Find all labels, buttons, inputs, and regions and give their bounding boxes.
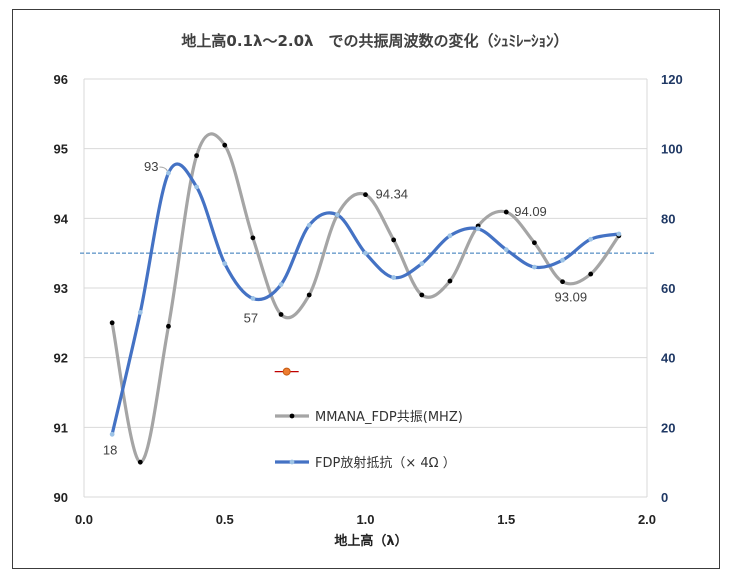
y-left-tick-label: 90 [54, 490, 68, 505]
y-right-tick-label: 40 [661, 351, 675, 366]
series-1-point [391, 275, 397, 280]
y-right-tick-label: 0 [661, 490, 668, 505]
y-right-tick-label: 120 [661, 72, 683, 87]
x-axis-label: 地上高（λ） [334, 533, 407, 549]
series-0-point [391, 237, 397, 243]
y-left-tick-label: 92 [54, 351, 68, 366]
data-label-leader [159, 166, 168, 172]
y-left-tick-label: 96 [54, 72, 68, 87]
legend-swatch-marker [289, 413, 295, 419]
data-label: 57 [244, 310, 258, 325]
stray-marker-point [282, 367, 291, 376]
legend-swatch-marker [289, 459, 295, 465]
chart-frame: 地上高0.1λ～2.0λ での共振周波数の変化（ｼｭﾐﾚｰｼｮﾝ） 90 91 92… [12, 9, 720, 569]
series-1-point [137, 309, 143, 315]
stray-marker-group [274, 367, 299, 376]
chart-title: 地上高0.1λ～2.0λ での共振周波数の変化（ｼｭﾐﾚｰｼｮﾝ） [181, 32, 568, 50]
series-0-point [137, 459, 143, 465]
series-0-point [532, 240, 537, 246]
series-1-point [222, 261, 228, 267]
x-tick-label: 0.0 [75, 512, 93, 527]
series-1-point [250, 296, 256, 301]
y-left-tick-label: 94 [54, 211, 69, 226]
axis-ticks: 90 91 92 93 94 95 96 0 20 40 60 80 100 120 0.0 0.5 1.0 1.… [54, 72, 683, 527]
series-0-point [363, 192, 368, 198]
y-left-tick-label: 93 [54, 281, 68, 296]
x-tick-label: 1.5 [497, 512, 515, 527]
chart-svg: 地上高0.1λ～2.0λ での共振周波数の変化（ｼｭﾐﾚｰｼｮﾝ） 90 91 92… [54, 32, 683, 549]
y-left-tick-label: 91 [54, 420, 68, 435]
series-markers [109, 142, 622, 465]
series-0-point [306, 292, 312, 298]
series-0-point [588, 271, 594, 277]
y-right-tick-label: 80 [661, 211, 675, 226]
gridlines [83, 78, 648, 498]
series-1-point [278, 282, 284, 287]
series-1-point [194, 184, 200, 190]
series-1-point [166, 170, 171, 176]
series-0-point [194, 153, 200, 159]
x-tick-label: 0.5 [216, 512, 234, 527]
series-1-point [532, 264, 537, 270]
series-1-point [363, 250, 368, 256]
series-1-point [560, 257, 565, 263]
series-0-point [503, 209, 509, 215]
data-label: 94.34 [376, 187, 409, 202]
data-label: 94.09 [514, 204, 547, 219]
series-1-point [616, 231, 622, 237]
y-left-tick-label: 95 [54, 142, 68, 157]
y-right-tick-label: 20 [661, 420, 675, 435]
y-right-tick-label: 60 [661, 281, 675, 296]
series-0-point [250, 235, 256, 241]
x-tick-label: 1.0 [356, 512, 374, 527]
data-label: 93.09 [555, 290, 588, 305]
legend-label: MMANA_FDP共振(MHZ) [315, 410, 463, 425]
series-0-point [222, 142, 228, 148]
series-1-point [503, 247, 509, 253]
series-1-point [109, 431, 115, 437]
series-1-point [419, 261, 425, 267]
data-label: 93 [144, 159, 158, 174]
series-0-point [419, 292, 425, 298]
y-right-tick-label: 100 [661, 142, 683, 157]
legend: MMANA_FDP共振(MHZ) FDP放射抵抗（× 4Ω ） [275, 410, 463, 471]
series-0-point [278, 312, 284, 317]
data-label: 18 [103, 442, 117, 457]
series-1-point [588, 236, 594, 242]
x-tick-label: 2.0 [638, 512, 656, 527]
series-0-point [109, 320, 115, 326]
data-annotations: 93 18 57 94.34 94.09 93.09 [103, 159, 587, 457]
series-1-point [475, 226, 481, 232]
series-0-point [166, 323, 171, 329]
series-0-point [447, 278, 453, 284]
series-1-point [447, 233, 453, 239]
series-1-point [334, 212, 340, 218]
series-line-1 [110, 162, 621, 436]
series-1-point [306, 222, 312, 228]
legend-label: FDP放射抵抗（× 4Ω ） [315, 455, 456, 471]
series-0-point [560, 279, 565, 285]
